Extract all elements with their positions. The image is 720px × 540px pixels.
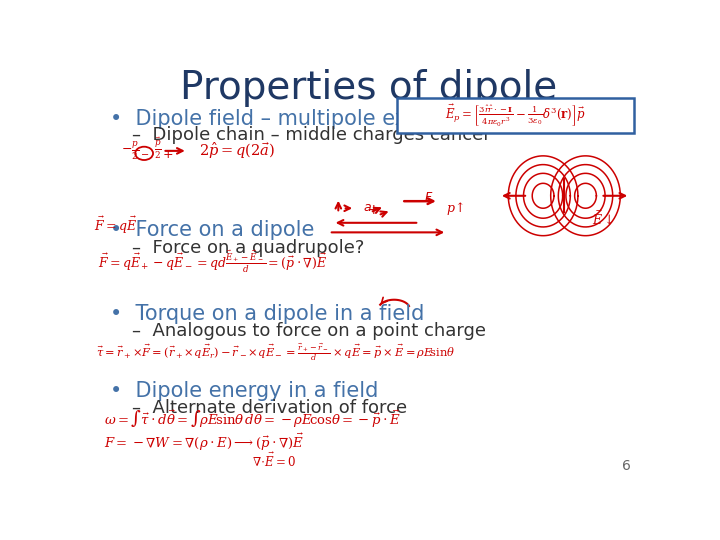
Text: a: a (364, 201, 371, 214)
Text: $\nabla\!\cdot\!\vec{E}=0$: $\nabla\!\cdot\!\vec{E}=0$ (252, 452, 297, 470)
Text: 6: 6 (622, 459, 631, 473)
Text: F: F (425, 191, 432, 204)
Text: •  Torque on a dipole in a field: • Torque on a dipole in a field (109, 304, 424, 325)
Text: $\vec{F}{=}q\vec{E}$: $\vec{F}{=}q\vec{E}$ (94, 214, 138, 235)
Text: $\frac{\vec{p}}{2}$: $\frac{\vec{p}}{2}$ (154, 136, 162, 160)
Text: $p\!\uparrow$: $p\!\uparrow$ (446, 200, 464, 217)
Text: $\vec{E}\downarrow$: $\vec{E}\downarrow$ (593, 209, 613, 227)
Text: +: + (368, 204, 379, 217)
Text: –  Analogous to force on a point charge: – Analogous to force on a point charge (132, 322, 486, 340)
Text: •  Dipole energy in a field: • Dipole energy in a field (109, 381, 378, 401)
Text: $2\hat{p}=q(2\vec{a})$: $2\hat{p}=q(2\vec{a})$ (199, 141, 275, 161)
Text: $F=-\nabla W=\nabla(\rho\cdot E)\longrightarrow(\vec{p}\cdot\nabla)\vec{E}$: $F=-\nabla W=\nabla(\rho\cdot E)\longrig… (104, 431, 305, 453)
Text: •  Dipole field – multipole expansion: • Dipole field – multipole expansion (109, 109, 488, 129)
FancyBboxPatch shape (397, 98, 634, 133)
Text: $-\frac{p}{2}$: $-\frac{p}{2}$ (121, 140, 139, 162)
Text: $+$: $+$ (163, 148, 174, 161)
Text: –  Alternate derivation of force: – Alternate derivation of force (132, 399, 407, 417)
Text: –  Dipole chain – middle charges cancel: – Dipole chain – middle charges cancel (132, 126, 488, 145)
Text: $\vec{F}= q\vec{E}_+ - q\vec{E}_- = qd\frac{\vec{E}_+-\vec{E}_-}{d} = (\vec{p}\c: $\vec{F}= q\vec{E}_+ - q\vec{E}_- = qd\f… (99, 248, 328, 275)
Text: $-$: $-$ (140, 148, 149, 158)
Text: $\omega=\int\vec{\tau}\cdot d\vec{\theta}=\int\rho E\!\sin\!\theta\,d\theta=-\rh: $\omega=\int\vec{\tau}\cdot d\vec{\theta… (104, 408, 401, 430)
Text: Properties of dipole: Properties of dipole (181, 69, 557, 107)
Text: $\vec{\tau}=\vec{r}_+\!\times\!\vec{F}=(\vec{r}_+\!\times\!q\vec{E}_r)-\vec{r}_-: $\vec{\tau}=\vec{r}_+\!\times\!\vec{F}=(… (96, 342, 455, 363)
Text: $\vec{E}_p = \left[\frac{3\hat{r}\hat{r}\cdot - \mathbf{I}}{4\pi\varepsilon_0 r^: $\vec{E}_p = \left[\frac{3\hat{r}\hat{r}… (446, 103, 586, 129)
Text: –  Force on a quadrupole?: – Force on a quadrupole? (132, 239, 364, 256)
Text: •  Force on a dipole: • Force on a dipole (109, 220, 314, 240)
